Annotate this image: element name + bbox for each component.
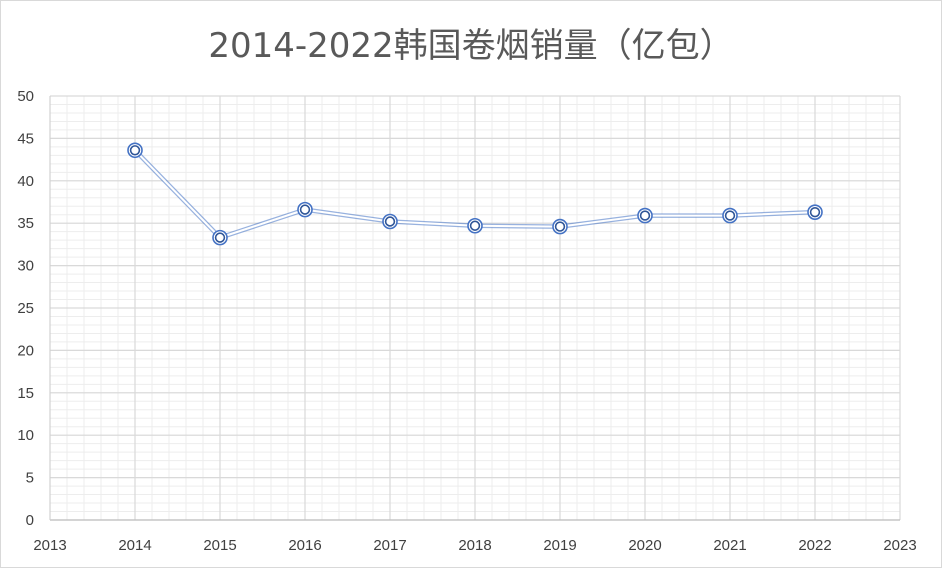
- y-tick-label: 20: [17, 342, 34, 359]
- x-tick-label: 2013: [33, 537, 66, 554]
- x-tick-label: 2017: [373, 537, 406, 554]
- y-tick-label: 5: [26, 470, 34, 487]
- x-tick-label: 2020: [628, 537, 661, 554]
- y-tick-label: 45: [17, 130, 34, 147]
- axes: [49, 96, 900, 521]
- x-tick-label: 2021: [713, 537, 746, 554]
- data-point-inner: [129, 145, 141, 156]
- x-tick-label: 2019: [543, 537, 576, 554]
- chart-title: 2014-2022韩国卷烟销量（亿包）: [208, 26, 734, 66]
- x-tick-label: 2016: [288, 537, 321, 554]
- data-point-inner: [639, 210, 651, 221]
- y-tick-label: 10: [17, 427, 34, 444]
- data-point-inner: [724, 210, 736, 221]
- data-series: [127, 142, 823, 246]
- x-tick-label: 2022: [798, 537, 831, 554]
- data-point-inner: [469, 220, 481, 231]
- y-tick-label: 25: [17, 300, 34, 317]
- y-tick-label: 40: [17, 173, 34, 190]
- y-tick-label: 35: [17, 215, 34, 232]
- x-tick-label: 2023: [883, 537, 916, 554]
- y-tick-label: 30: [17, 258, 34, 275]
- data-point-inner: [554, 221, 566, 232]
- x-tick-label: 2018: [458, 537, 491, 554]
- x-tick-label: 2014: [118, 537, 151, 554]
- y-tick-label: 0: [26, 512, 34, 529]
- tick-labels: 2013 2014 2015 2016 2017 2018 2019 2020 2021 2022…: [17, 88, 916, 554]
- data-point-inner: [384, 216, 396, 227]
- data-point-inner: [809, 206, 821, 218]
- y-tick-label: 15: [17, 385, 34, 402]
- data-point-inner: [299, 204, 311, 215]
- data-point-inner: [214, 232, 226, 243]
- x-tick-label: 2015: [203, 537, 236, 554]
- major-grid: [49, 95, 901, 521]
- y-tick-label: 50: [17, 88, 34, 105]
